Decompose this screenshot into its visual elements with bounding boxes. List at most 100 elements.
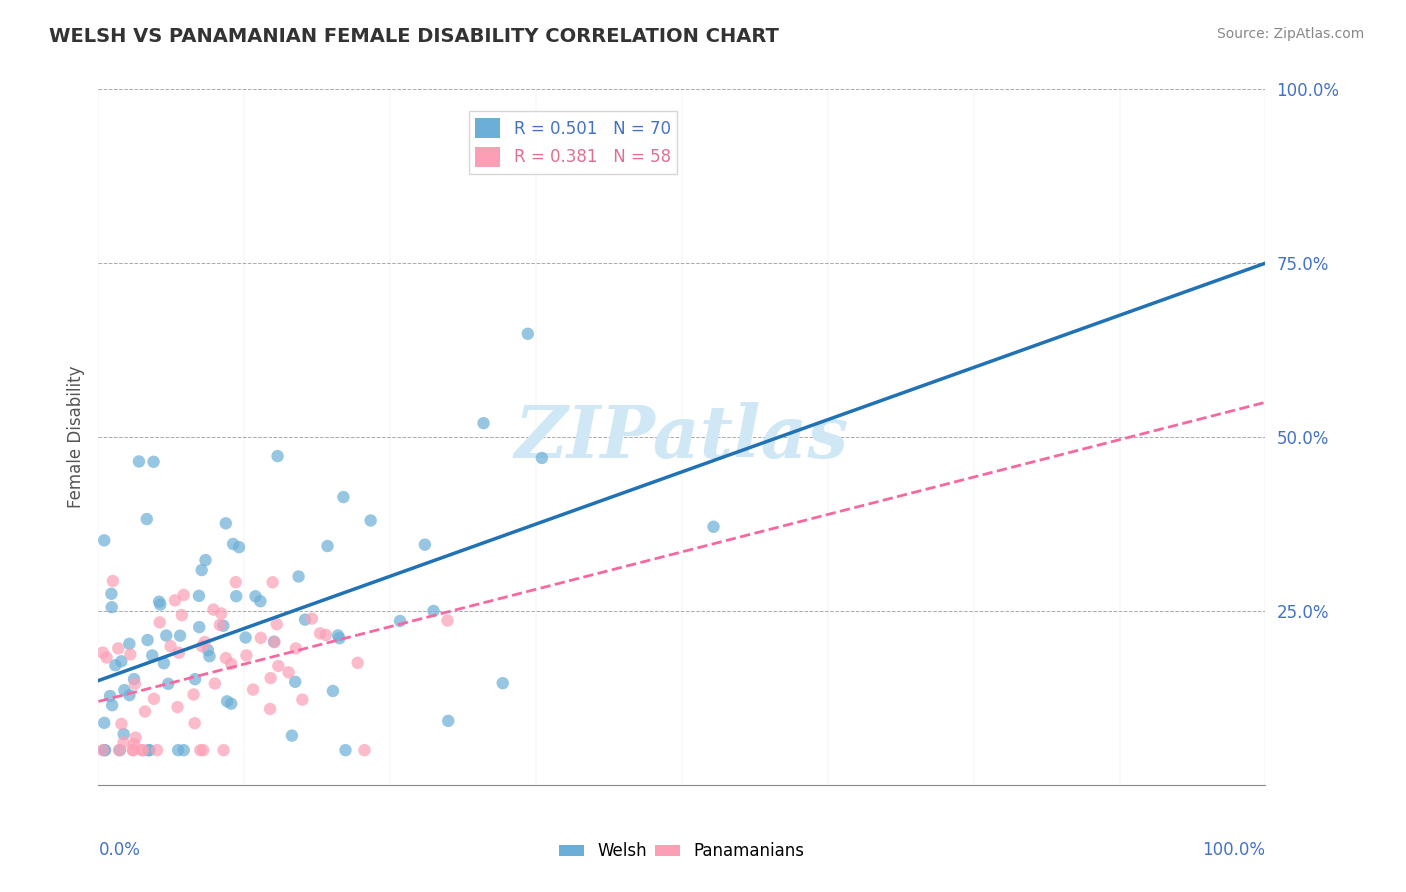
Panamanians [277, 665, 299, 680]
Welsh [702, 520, 724, 534]
Panamanians [188, 743, 211, 757]
Welsh [153, 657, 176, 671]
Panamanians [131, 743, 153, 757]
Welsh [194, 553, 217, 567]
Text: ZIPatlas: ZIPatlas [515, 401, 849, 473]
Welsh [155, 628, 177, 642]
Panamanians [167, 646, 190, 660]
Welsh [245, 589, 267, 603]
Welsh [422, 604, 444, 618]
Welsh [222, 537, 245, 551]
Welsh [118, 688, 141, 702]
Welsh [101, 698, 124, 713]
Welsh [413, 538, 436, 552]
Welsh [118, 637, 141, 651]
Panamanians [166, 700, 188, 714]
Welsh [108, 743, 131, 757]
Welsh [322, 684, 344, 698]
Panamanians [291, 692, 314, 706]
Panamanians [124, 731, 146, 745]
Panamanians [249, 631, 271, 645]
Welsh [217, 694, 239, 708]
Panamanians [163, 593, 186, 607]
Panamanians [121, 743, 143, 757]
Panamanians [91, 743, 114, 757]
Panamanians [219, 657, 242, 671]
Welsh [135, 512, 157, 526]
Panamanians [112, 735, 135, 749]
Welsh [516, 326, 538, 341]
Panamanians [107, 641, 129, 656]
Panamanians [242, 682, 264, 697]
Panamanians [260, 671, 283, 685]
Welsh [437, 714, 460, 728]
Welsh [492, 676, 515, 690]
Panamanians [301, 611, 323, 625]
Panamanians [170, 608, 193, 623]
Welsh [104, 658, 127, 673]
Welsh [128, 454, 150, 468]
Panamanians [263, 635, 285, 649]
Panamanians [122, 737, 145, 751]
Welsh [100, 587, 122, 601]
Panamanians [309, 626, 332, 640]
Text: 100.0%: 100.0% [1202, 840, 1265, 859]
Panamanians [259, 702, 281, 716]
Panamanians [204, 676, 226, 690]
Panamanians [101, 574, 124, 588]
Welsh [122, 672, 145, 686]
Welsh [228, 540, 250, 554]
Welsh [287, 569, 309, 583]
Panamanians [212, 743, 235, 757]
Welsh [149, 598, 172, 612]
Welsh [98, 689, 121, 703]
Text: 0.0%: 0.0% [98, 840, 141, 859]
Welsh [136, 633, 159, 648]
Welsh [472, 416, 495, 430]
Panamanians [215, 651, 238, 665]
Panamanians [110, 717, 132, 731]
Welsh [360, 514, 382, 528]
Panamanians [194, 635, 217, 649]
Panamanians [346, 656, 368, 670]
Welsh [94, 743, 117, 757]
Panamanians [315, 628, 337, 642]
Panamanians [208, 618, 231, 632]
Welsh [169, 629, 191, 643]
Panamanians [436, 614, 458, 628]
Welsh [187, 589, 209, 603]
Welsh [215, 516, 238, 531]
Panamanians [120, 648, 142, 662]
Welsh [173, 743, 195, 757]
Text: WELSH VS PANAMANIAN FEMALE DISABILITY CORRELATION CHART: WELSH VS PANAMANIAN FEMALE DISABILITY CO… [49, 27, 779, 45]
Panamanians [262, 575, 284, 590]
Welsh [142, 455, 165, 469]
Y-axis label: Female Disability: Female Disability [66, 366, 84, 508]
Welsh [328, 631, 350, 645]
Welsh [167, 743, 190, 757]
Welsh [100, 600, 122, 615]
Welsh [219, 697, 242, 711]
Panamanians [183, 688, 205, 702]
Text: Source: ZipAtlas.com: Source: ZipAtlas.com [1216, 27, 1364, 41]
Welsh [326, 628, 349, 642]
Welsh [266, 449, 288, 463]
Welsh [235, 631, 257, 645]
Panamanians [183, 716, 205, 731]
Welsh [335, 743, 357, 757]
Welsh [93, 743, 115, 757]
Welsh [294, 613, 316, 627]
Welsh [284, 674, 307, 689]
Panamanians [202, 602, 225, 616]
Panamanians [149, 615, 172, 630]
Panamanians [353, 743, 375, 757]
Panamanians [284, 641, 307, 656]
Welsh [110, 654, 132, 668]
Welsh [212, 618, 235, 632]
Panamanians [122, 743, 145, 757]
Welsh [141, 648, 163, 663]
Panamanians [143, 691, 166, 706]
Panamanians [159, 639, 181, 653]
Welsh [389, 614, 412, 628]
Panamanians [132, 743, 155, 757]
